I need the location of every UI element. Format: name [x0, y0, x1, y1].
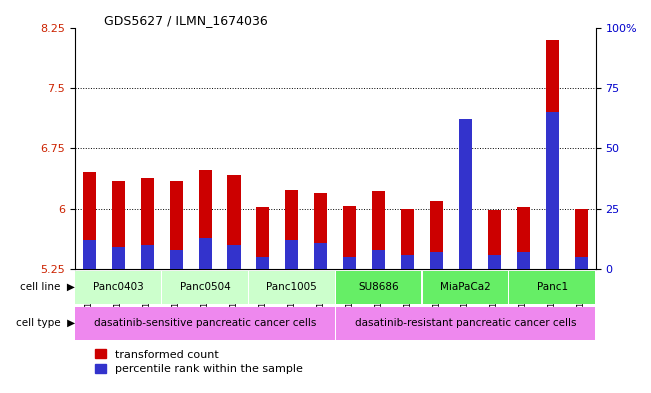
Bar — [199, 238, 212, 269]
Text: cell line  ▶: cell line ▶ — [20, 282, 75, 292]
Text: GDS5627 / ILMN_1674036: GDS5627 / ILMN_1674036 — [104, 14, 268, 27]
Bar — [170, 250, 183, 269]
Bar — [488, 209, 501, 269]
Bar — [256, 257, 270, 269]
Bar — [112, 247, 125, 269]
Bar — [422, 270, 508, 304]
Text: Panc0504: Panc0504 — [180, 282, 230, 292]
Bar — [575, 209, 588, 269]
Text: Panc0403: Panc0403 — [93, 282, 144, 292]
Bar — [343, 206, 356, 269]
Bar — [141, 178, 154, 269]
Bar — [372, 250, 385, 269]
Bar — [372, 191, 385, 269]
Bar — [227, 175, 240, 269]
Bar — [546, 40, 559, 269]
Bar — [76, 307, 335, 340]
Bar — [112, 180, 125, 269]
Bar — [343, 257, 356, 269]
Text: Panc1: Panc1 — [536, 282, 568, 292]
Bar — [199, 170, 212, 269]
Bar — [459, 134, 472, 269]
Bar — [510, 270, 595, 304]
Bar — [517, 207, 530, 269]
Bar — [401, 255, 414, 269]
Bar — [430, 202, 443, 269]
Bar — [314, 242, 327, 269]
Text: dasatinib-sensitive pancreatic cancer cells: dasatinib-sensitive pancreatic cancer ce… — [94, 318, 316, 329]
Text: cell type  ▶: cell type ▶ — [16, 318, 75, 329]
Bar — [285, 240, 298, 269]
Text: Panc1005: Panc1005 — [266, 282, 317, 292]
Bar — [76, 270, 161, 304]
Legend: transformed count, percentile rank within the sample: transformed count, percentile rank withi… — [91, 345, 308, 379]
Bar — [336, 270, 421, 304]
Bar — [546, 112, 559, 269]
Bar — [575, 257, 588, 269]
Bar — [227, 245, 240, 269]
Bar — [141, 245, 154, 269]
Bar — [162, 270, 248, 304]
Bar — [401, 209, 414, 269]
Text: MiaPaCa2: MiaPaCa2 — [440, 282, 491, 292]
Bar — [256, 207, 270, 269]
Text: dasatinib-resistant pancreatic cancer cells: dasatinib-resistant pancreatic cancer ce… — [355, 318, 576, 329]
Bar — [459, 119, 472, 269]
Bar — [336, 307, 595, 340]
Bar — [170, 181, 183, 269]
Bar — [314, 193, 327, 269]
Text: SU8686: SU8686 — [358, 282, 399, 292]
Bar — [430, 252, 443, 269]
Bar — [83, 240, 96, 269]
Bar — [83, 173, 96, 269]
Bar — [517, 252, 530, 269]
Bar — [285, 190, 298, 269]
Bar — [249, 270, 335, 304]
Bar — [488, 255, 501, 269]
